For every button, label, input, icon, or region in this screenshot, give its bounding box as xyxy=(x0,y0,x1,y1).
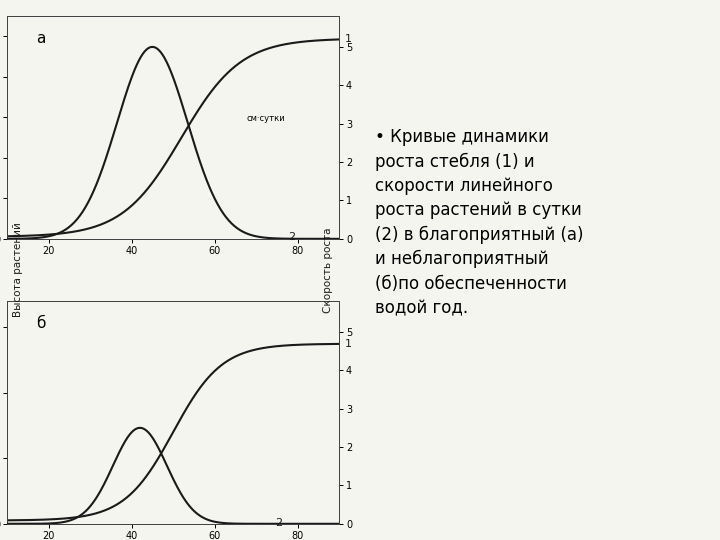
Text: • Кривые динамики
роста стебля (1) и
скорости линейного
роста растений в сутки
(: • Кривые динамики роста стебля (1) и ско… xyxy=(375,128,584,317)
Text: см·сутки: см·сутки xyxy=(246,114,284,123)
Text: Скорость роста: Скорость роста xyxy=(323,227,333,313)
Text: Высота растений: Высота растений xyxy=(13,222,23,318)
Text: 1: 1 xyxy=(345,35,351,44)
Text: 2: 2 xyxy=(288,232,295,242)
Text: б: б xyxy=(36,316,45,331)
Text: 1: 1 xyxy=(345,339,351,349)
Text: 2: 2 xyxy=(275,518,282,528)
Text: а: а xyxy=(36,31,45,46)
